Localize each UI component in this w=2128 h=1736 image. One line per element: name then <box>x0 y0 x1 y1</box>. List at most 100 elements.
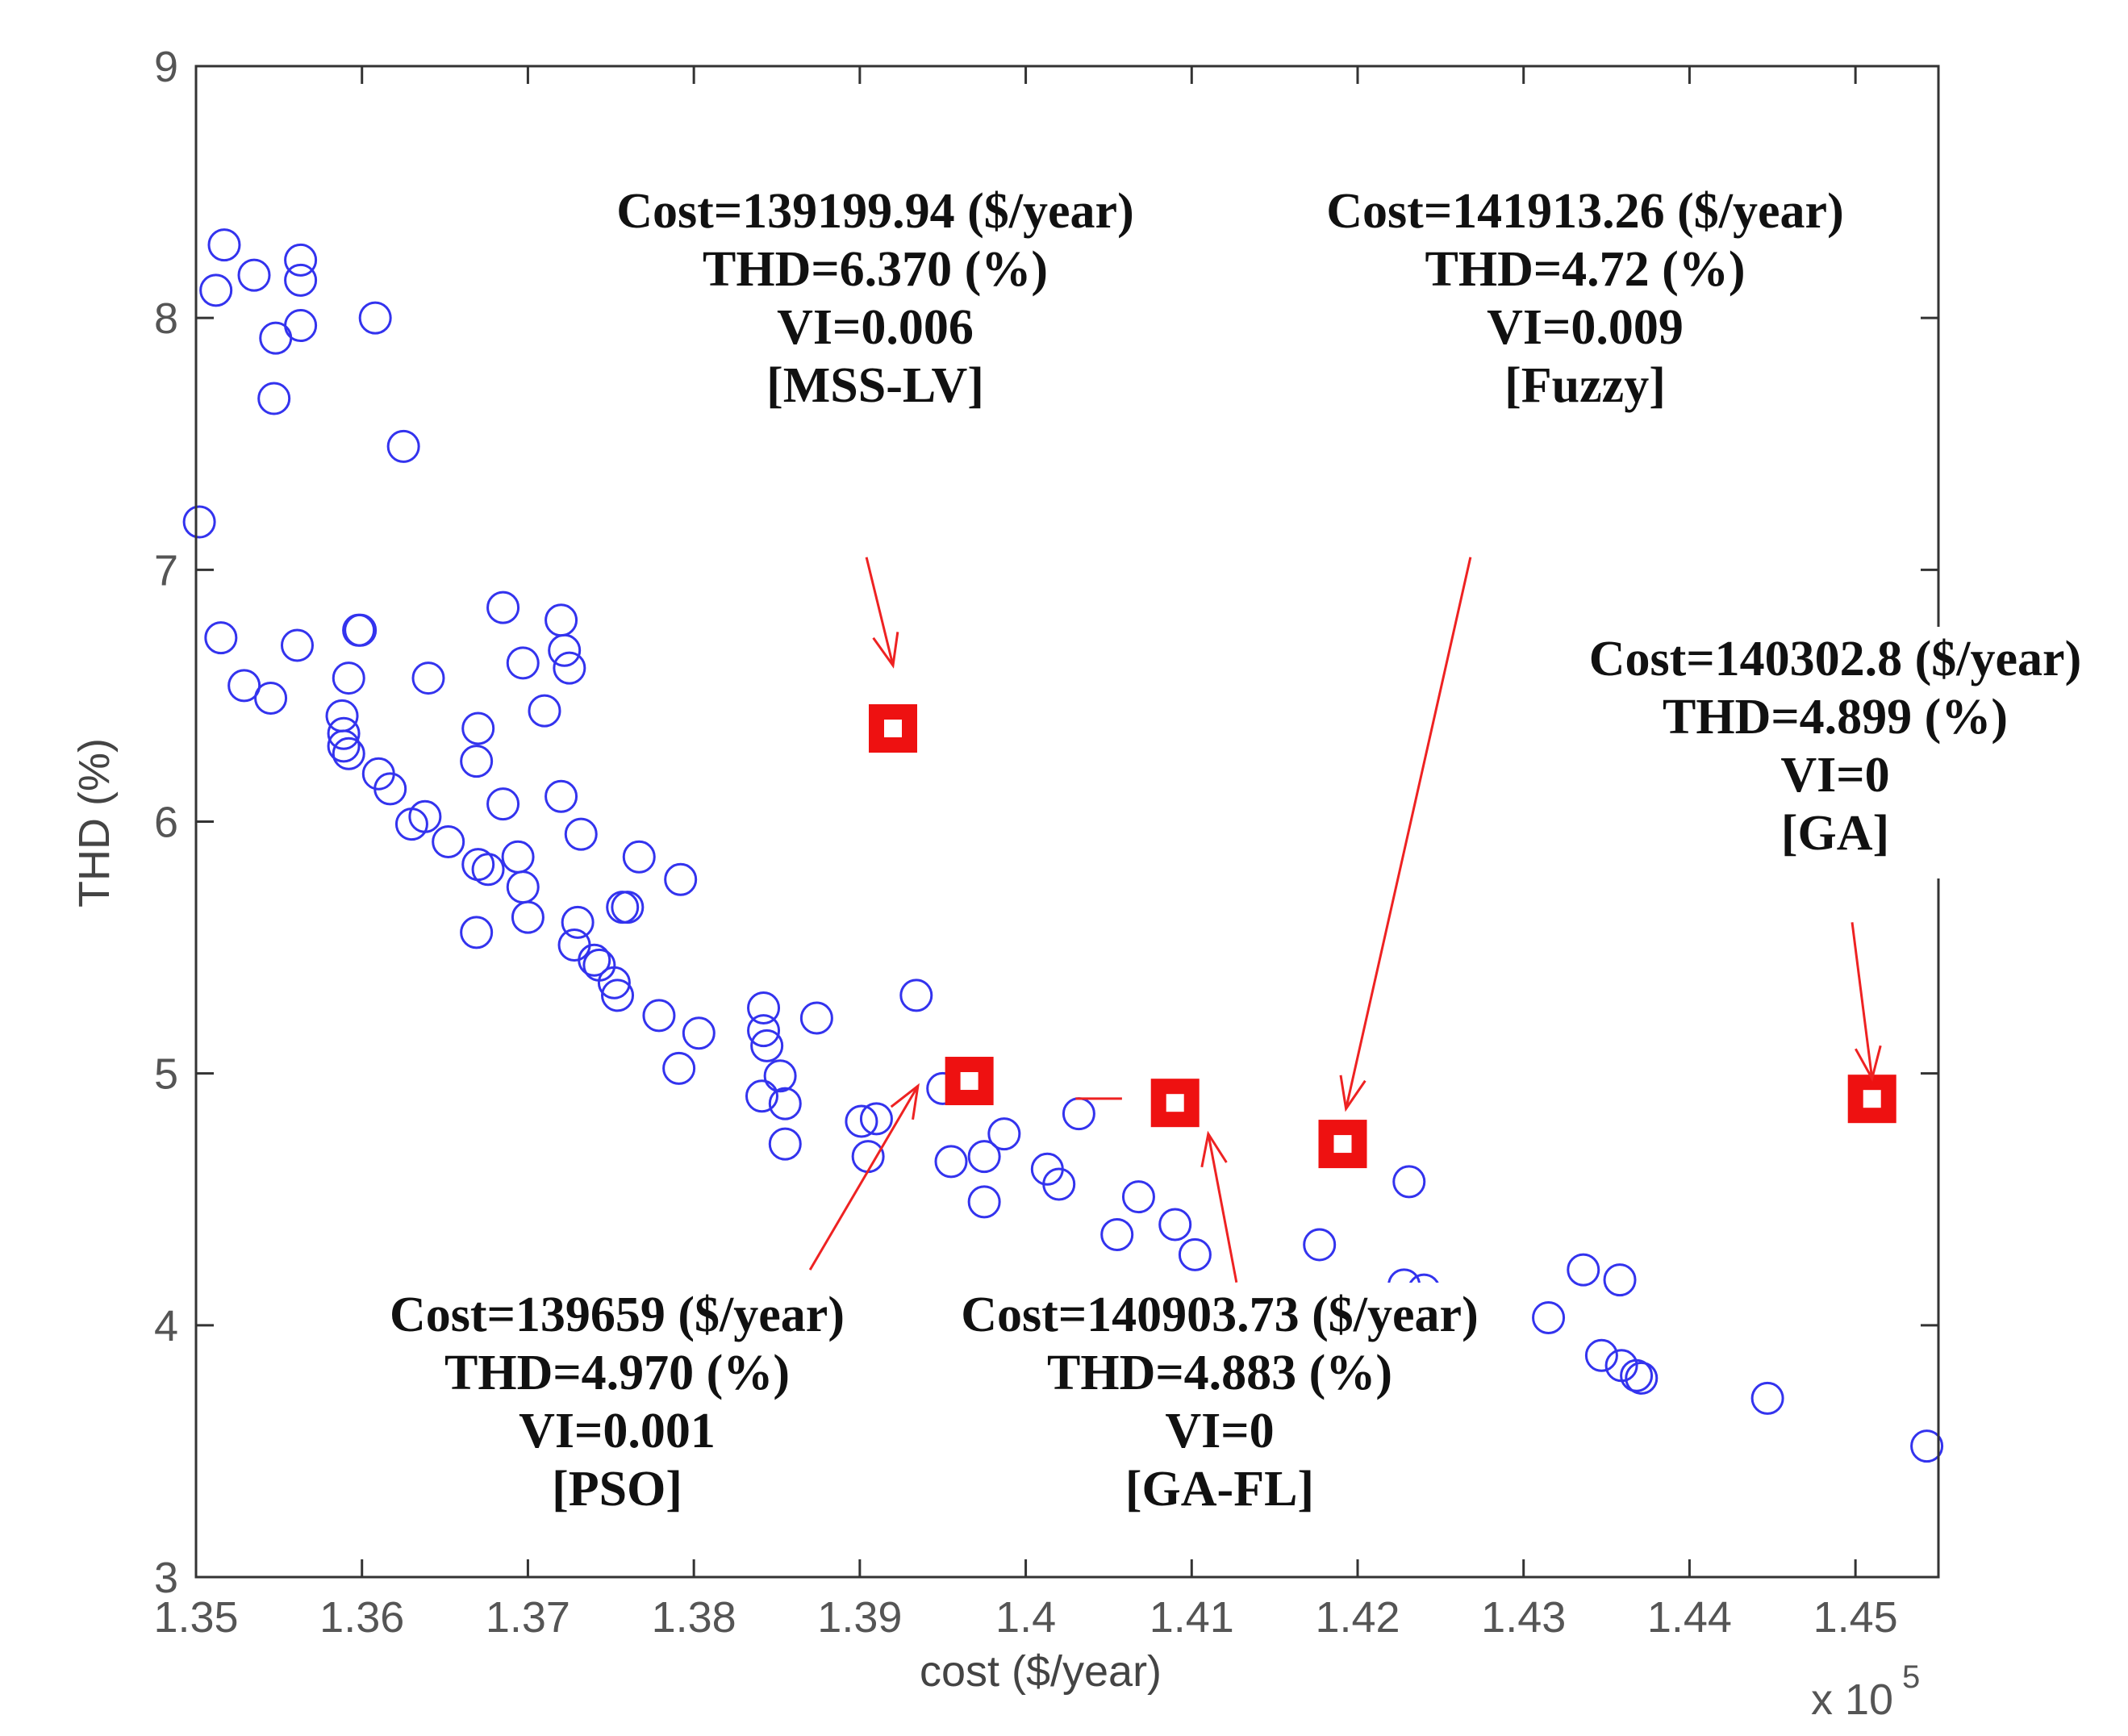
arrow-ga <box>1851 922 1882 1082</box>
data-point-50 <box>601 979 635 1012</box>
y-tick-label: 8 <box>154 294 178 343</box>
annotation-line: [MSS-LV] <box>766 358 984 413</box>
data-point-1 <box>237 258 271 292</box>
data-point-14 <box>254 682 288 716</box>
data-point-47 <box>578 943 611 977</box>
annotation-line: Cost=141913.26 ($/year) <box>1326 184 1843 239</box>
annotation-line: THD=4.970 (%) <box>444 1346 790 1400</box>
data-point-62 <box>745 1079 778 1113</box>
data-point-19 <box>327 716 361 750</box>
data-points <box>182 228 1944 1463</box>
x-axis-title: cost ($/year) <box>920 1647 1162 1696</box>
data-point-0 <box>207 228 241 262</box>
data-point-20 <box>327 729 361 763</box>
data-point-79 <box>1121 1180 1155 1214</box>
annotation-background <box>1577 627 2093 878</box>
data-point-35 <box>553 651 586 685</box>
data-point-74 <box>987 1117 1021 1151</box>
x-tick-label: 1.43 <box>1481 1593 1566 1642</box>
y-tick-label: 5 <box>154 1050 178 1099</box>
data-point-6 <box>284 309 318 343</box>
x-scale-base: x 10 <box>1811 1675 1893 1724</box>
annotation-fuzzy: Cost=141913.26 ($/year)THD=4.72 (%)VI=0.… <box>1311 179 1859 431</box>
y-tick-label: 3 <box>154 1554 178 1602</box>
data-point-52 <box>611 891 645 924</box>
data-point-94 <box>1910 1429 1944 1463</box>
data-point-71 <box>934 1145 968 1179</box>
data-point-60 <box>750 1029 784 1062</box>
annotation-line: THD=4.883 (%) <box>1047 1346 1392 1400</box>
data-point-7 <box>257 382 291 415</box>
x-tick-label: 1.39 <box>817 1593 902 1642</box>
data-point-10 <box>182 505 216 539</box>
data-point-8 <box>358 301 392 335</box>
data-point-92 <box>1625 1361 1659 1395</box>
annotation-background <box>945 1283 1494 1534</box>
annotation-arrows <box>808 557 1882 1283</box>
arrow-pso <box>808 1083 920 1271</box>
data-point-89 <box>1584 1338 1618 1372</box>
y-tick-label: 9 <box>154 43 178 91</box>
data-point-81 <box>1178 1237 1212 1271</box>
data-point-29 <box>460 745 494 778</box>
annotation-background <box>601 179 1150 431</box>
x-tick-label: 1.42 <box>1315 1593 1400 1642</box>
solution-marker-center-1 <box>960 1072 978 1091</box>
x-tick-label: 1.41 <box>1150 1593 1234 1642</box>
annotation-background <box>1311 179 1859 431</box>
annotation-line: VI=0.006 <box>777 300 974 355</box>
data-point-36 <box>528 694 561 728</box>
annotation-line: THD=6.370 (%) <box>703 242 1048 297</box>
data-point-28 <box>461 712 495 745</box>
x-tick-label: 1.4 <box>995 1593 1056 1642</box>
axis-ticks: 1.35 1.36 1.37 1.38 1.39 1.4 1.41 1.42 1.43 1.44 1… <box>153 43 1938 1642</box>
solution-marker-center-3 <box>1333 1135 1352 1154</box>
data-point-59 <box>747 1014 781 1048</box>
data-point-87 <box>1567 1253 1600 1287</box>
data-point-55 <box>664 862 698 896</box>
x-tick-label: 1.45 <box>1813 1593 1898 1642</box>
arrow-ga-fl <box>1200 1130 1238 1283</box>
data-point-73 <box>967 1185 1001 1219</box>
data-point-26 <box>411 661 445 695</box>
data-point-12 <box>280 628 314 662</box>
annotation-background <box>343 1283 891 1534</box>
data-point-88 <box>1603 1263 1637 1297</box>
annotation-line: [Fuzzy] <box>1504 358 1666 413</box>
x-tick-label: 1.38 <box>652 1593 736 1642</box>
annotation-line: [GA] <box>1781 806 1889 861</box>
data-point-13 <box>227 669 261 703</box>
y-tick-label: 7 <box>154 546 178 595</box>
data-point-44 <box>511 900 545 934</box>
data-point-80 <box>1158 1208 1192 1241</box>
data-point-54 <box>642 999 676 1033</box>
data-point-72 <box>967 1140 1001 1174</box>
annotation-ga: Cost=140302.8 ($/year)THD=4.899 (%)VI=0[… <box>1577 627 2093 878</box>
data-point-68 <box>859 1102 893 1136</box>
annotation-line: VI=0.001 <box>519 1404 716 1458</box>
data-point-40 <box>471 853 505 887</box>
data-point-38 <box>564 817 598 851</box>
data-point-76 <box>1042 1167 1076 1201</box>
data-point-15 <box>332 661 365 695</box>
data-point-21 <box>332 737 365 770</box>
data-point-37 <box>545 779 578 813</box>
data-point-86 <box>1532 1300 1566 1334</box>
annotation-line: VI=0 <box>1165 1404 1274 1458</box>
data-point-2 <box>199 273 233 307</box>
data-point-4 <box>284 243 318 277</box>
annotation-line: Cost=139199.94 ($/year) <box>616 184 1133 239</box>
x-tick-label: 1.35 <box>153 1593 238 1642</box>
arrow-mss-lv <box>865 557 899 669</box>
data-point-23 <box>373 772 407 806</box>
y-tick-label: 6 <box>154 799 178 847</box>
data-point-91 <box>1620 1358 1654 1392</box>
annotation-line: Cost=140903.73 ($/year) <box>961 1287 1478 1342</box>
data-point-66 <box>845 1104 878 1138</box>
data-point-56 <box>662 1051 696 1085</box>
solution-marker-center-4 <box>1863 1090 1881 1108</box>
data-point-57 <box>682 1016 716 1050</box>
data-point-45 <box>561 905 595 939</box>
data-point-65 <box>799 1001 833 1035</box>
